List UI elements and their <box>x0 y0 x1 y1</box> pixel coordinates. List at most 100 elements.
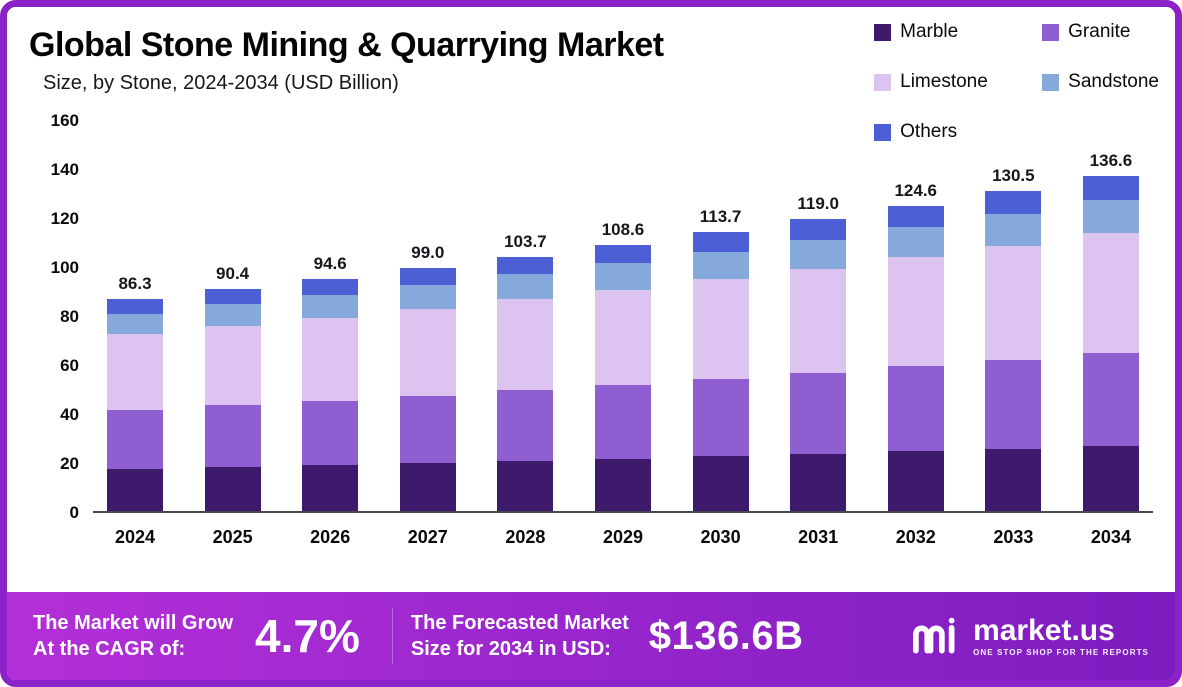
bar-stack <box>399 268 456 511</box>
bar-segment-others <box>204 289 261 305</box>
cagr-label-line1: The Market will Grow <box>33 612 234 634</box>
x-tick-label: 2025 <box>212 526 253 547</box>
bar-total-label: 99.0 <box>411 243 445 263</box>
x-tick-label: 2033 <box>993 526 1034 547</box>
bar-segment-sandstone <box>399 284 456 309</box>
legend-label: Granite <box>1068 21 1131 42</box>
forecast-value: $136.6B <box>648 613 804 658</box>
bar-segment-marble <box>692 456 749 511</box>
bar-segment-marble <box>204 467 261 511</box>
legend-swatch <box>874 73 892 91</box>
x-tick-label: 2031 <box>798 526 839 547</box>
bar-segment-limestone <box>399 308 456 396</box>
bar-stack <box>302 279 359 511</box>
bar-total-label: 94.6 <box>313 254 347 274</box>
bar-segment-others <box>790 219 847 240</box>
brand-text: market.us ONE STOP SHOP FOR THE REPORTS <box>973 615 1149 657</box>
bar-column: 86.3 <box>105 274 165 511</box>
legend-swatch <box>874 123 892 141</box>
bar-segment-sandstone <box>204 304 261 327</box>
y-tick-label: 40 <box>60 404 79 424</box>
bar-stack <box>790 219 847 511</box>
bar-stack <box>887 205 944 511</box>
bar-segment-others <box>594 244 651 264</box>
bar-column: 99.0 <box>398 243 458 511</box>
bar-segment-marble <box>399 463 456 511</box>
marketus-logo-icon <box>913 617 955 654</box>
bar-column: 130.5 <box>983 166 1043 511</box>
bar-segment-sandstone <box>302 294 359 318</box>
bar-segment-limestone <box>107 334 163 411</box>
cagr-label-line2: At the CAGR of: <box>33 638 186 660</box>
chart-subtitle: Size, by Stone, 2024-2034 (USD Billion) <box>43 71 399 94</box>
bar-segment-marble <box>887 451 944 511</box>
bar-total-label: 86.3 <box>118 274 152 294</box>
y-tick-label: 160 <box>50 110 79 130</box>
bar-segment-sandstone <box>985 214 1042 246</box>
bar-stack <box>107 299 163 511</box>
x-tick-label: 2030 <box>700 526 741 547</box>
bar-total-label: 119.0 <box>797 194 839 214</box>
legend-item-granite: Granite <box>1042 21 1159 43</box>
bar-segment-marble <box>594 458 651 511</box>
chart-legend: Marble Granite Limestone Sandstone Others <box>874 21 1159 143</box>
brand-logo: market.us ONE STOP SHOP FOR THE REPORTS <box>911 615 1149 657</box>
bar-segment-granite <box>594 384 651 459</box>
legend-item-limestone: Limestone <box>874 71 1032 93</box>
x-tick-label: 2024 <box>114 526 156 547</box>
bar-stack <box>497 256 554 511</box>
y-tick-label: 120 <box>50 208 79 228</box>
bar-total-label: 103.7 <box>504 231 547 251</box>
bar-column: 94.6 <box>300 254 360 511</box>
footer-divider <box>391 608 393 664</box>
bar-total-label: 113.7 <box>699 207 742 227</box>
bar-segment-limestone <box>887 257 944 367</box>
y-tick-label: 80 <box>60 306 79 326</box>
legend-label: Others <box>900 121 958 142</box>
bar-stack <box>692 232 749 511</box>
bar-segment-others <box>302 279 359 295</box>
bar-segment-granite <box>692 378 749 457</box>
bar-segment-granite <box>985 359 1042 449</box>
bar-segment-limestone <box>497 299 554 391</box>
x-tick-label: 2027 <box>407 526 448 547</box>
bar-total-label: 90.4 <box>216 264 250 284</box>
bar-segment-limestone <box>692 279 749 379</box>
bar-segment-granite <box>790 372 847 454</box>
bar-stack <box>204 289 261 511</box>
bar-column: 108.6 <box>593 220 653 511</box>
bar-segment-granite <box>107 410 163 470</box>
cagr-label: The Market will Grow At the CAGR of: <box>33 610 233 662</box>
bar-segment-granite <box>399 395 456 464</box>
bar-segment-granite <box>204 405 261 468</box>
chart-header: Global Stone Mining & Quarrying Market S… <box>29 25 1153 95</box>
x-tick-label: 2029 <box>602 526 643 547</box>
bar-segment-others <box>887 205 944 228</box>
bar-segment-others <box>107 299 163 314</box>
bar-column: 136.6 <box>1081 151 1141 511</box>
bar-segment-granite <box>497 390 554 462</box>
y-tick-label: 100 <box>50 257 79 277</box>
bar-segment-granite <box>1082 352 1139 446</box>
bar-segment-limestone <box>985 245 1042 360</box>
plot-area: 86.3 90.4 94.6 99.0 103.7 108.6 113.7 119.0 124.… <box>93 121 1153 513</box>
x-tick-label: 2032 <box>895 526 936 547</box>
bar-total-label: 124.6 <box>894 180 938 200</box>
legend-swatch <box>874 23 892 41</box>
bar-segment-limestone <box>1082 233 1139 353</box>
plot-wrap: 86.3 90.4 94.6 99.0 103.7 108.6 113.7 119.0 124.… <box>93 121 1153 548</box>
y-tick-label: 140 <box>50 159 79 179</box>
legend-item-others: Others <box>874 121 1032 143</box>
bar-segment-marble <box>107 469 163 511</box>
forecast-label: The Forecasted Market Size for 2034 in U… <box>411 610 629 662</box>
bar-column: 103.7 <box>495 232 555 511</box>
x-axis: 2024 2025 2026 2027 2028 2029 2030 2031 2032 2033… <box>93 527 1153 548</box>
bar-column: 113.7 <box>691 207 751 511</box>
bar-column: 90.4 <box>203 264 263 511</box>
bar-segment-sandstone <box>1082 200 1139 234</box>
y-tick-label: 60 <box>60 355 79 375</box>
bar-total-label: 108.6 <box>601 219 645 239</box>
bar-segment-sandstone <box>594 263 651 290</box>
footer-banner: The Market will Grow At the CAGR of: 4.7… <box>7 592 1175 680</box>
